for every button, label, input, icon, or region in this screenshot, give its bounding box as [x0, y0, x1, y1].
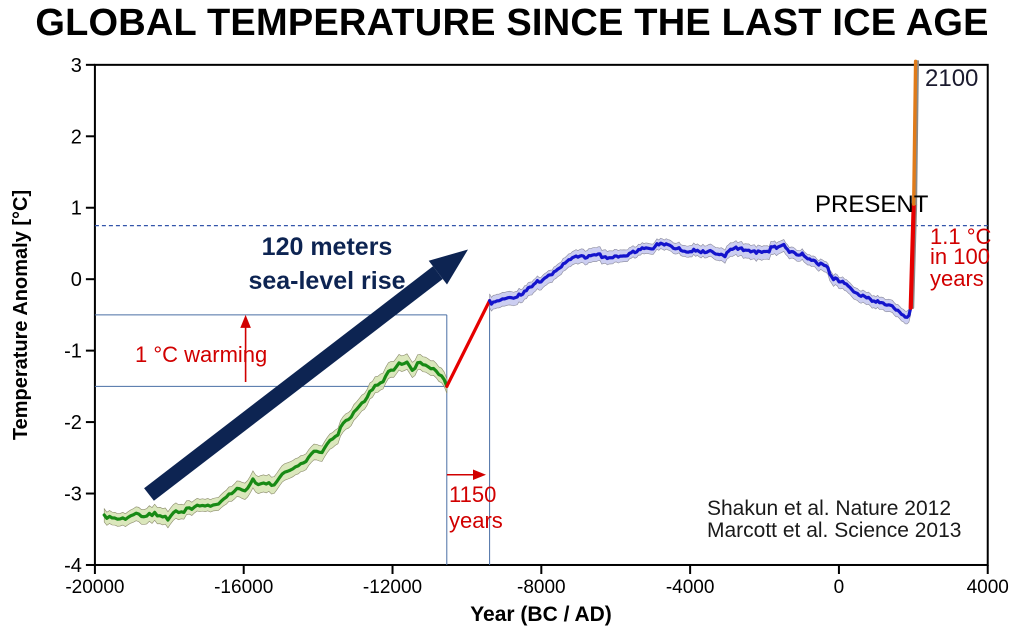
svg-text:PRESENT: PRESENT: [815, 191, 929, 218]
svg-text:Year (BC / AD): Year (BC / AD): [470, 603, 612, 626]
svg-text:-1: -1: [64, 341, 82, 363]
svg-text:120 meters: 120 meters: [262, 233, 393, 261]
svg-text:-2: -2: [64, 412, 82, 434]
svg-text:-3: -3: [64, 484, 82, 506]
svg-text:2: 2: [71, 126, 82, 148]
svg-text:Shakun et al. Nature 2012: Shakun et al. Nature 2012: [707, 497, 951, 520]
svg-text:-4: -4: [64, 555, 82, 577]
svg-text:-20000: -20000: [65, 577, 124, 598]
svg-text:4000: 4000: [967, 577, 1009, 598]
svg-text:0: 0: [71, 269, 82, 291]
svg-text:Temperature Anomaly [°C]: Temperature Anomaly [°C]: [10, 190, 32, 440]
svg-text:2100: 2100: [925, 65, 978, 92]
svg-text:1: 1: [71, 198, 82, 220]
svg-text:years: years: [930, 266, 984, 291]
svg-text:Marcott et al. Science 2013: Marcott et al. Science 2013: [707, 519, 961, 542]
svg-text:sea-level rise: sea-level rise: [248, 267, 405, 295]
svg-text:years: years: [449, 508, 503, 533]
svg-text:-8000: -8000: [517, 577, 566, 598]
svg-text:-12000: -12000: [363, 577, 422, 598]
svg-text:-4000: -4000: [666, 577, 715, 598]
svg-text:0: 0: [834, 577, 845, 598]
svg-text:-16000: -16000: [214, 577, 273, 598]
svg-text:3: 3: [71, 55, 82, 77]
svg-text:1 °C warming: 1 °C warming: [135, 342, 267, 367]
svg-text:1150: 1150: [449, 482, 496, 507]
